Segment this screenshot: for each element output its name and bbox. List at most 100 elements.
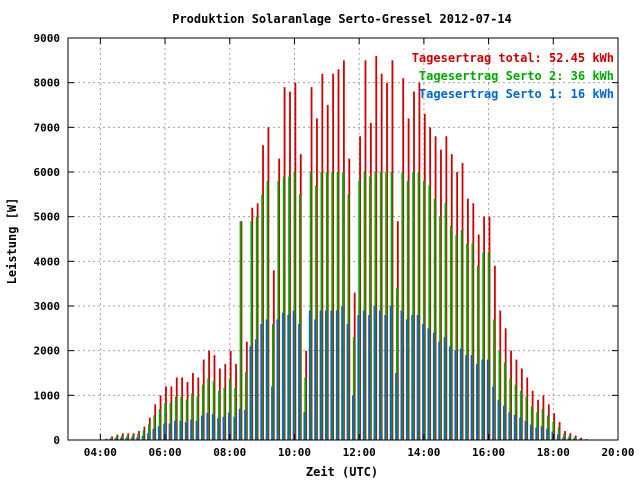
bar-serto-2 [579, 438, 582, 440]
bar-serto-1 [513, 414, 516, 440]
bar-serto-2 [288, 176, 290, 440]
x-tick-label: 18:00 [537, 446, 570, 459]
bar-serto-2 [379, 172, 382, 440]
bar-serto-2 [164, 402, 166, 440]
bar-serto-2 [158, 409, 161, 440]
y-tick-label: 3000 [34, 300, 61, 313]
bar-serto-1 [351, 395, 354, 440]
bar-serto-2 [428, 185, 431, 440]
bar-serto-1 [540, 426, 543, 440]
bar-serto-2 [325, 172, 328, 440]
bar-serto-1 [476, 364, 478, 440]
bar-serto-2 [541, 409, 544, 440]
bar-serto-1 [459, 348, 462, 440]
bar-serto-2 [147, 424, 150, 440]
bar-serto-1 [551, 431, 554, 440]
bar-serto-2 [390, 172, 393, 440]
x-tick-label: 08:00 [213, 446, 246, 459]
bar-serto-2 [320, 172, 323, 440]
bar-serto-2 [223, 387, 226, 440]
bar-serto-1 [233, 416, 236, 440]
bar-serto-1 [427, 328, 430, 440]
bar-serto-2 [476, 265, 479, 440]
bar-serto-1 [265, 319, 268, 440]
bar-serto-2 [196, 396, 199, 440]
bar-serto-2 [234, 387, 237, 440]
bar-total [537, 399, 539, 440]
bar-serto-1 [184, 422, 187, 440]
bar-serto-2 [466, 243, 468, 440]
x-tick-label: 14:00 [407, 446, 440, 459]
bar-serto-2 [406, 180, 409, 440]
bar-serto-1 [109, 438, 112, 440]
bar-serto-2 [239, 221, 242, 440]
bar-serto-1 [567, 437, 570, 440]
bar-serto-1 [432, 332, 435, 440]
bar-serto-2 [250, 221, 253, 440]
bar-serto-1 [238, 408, 241, 440]
bar-serto-2 [207, 378, 210, 440]
bar-serto-1 [308, 310, 311, 440]
bar-serto-1 [400, 310, 403, 440]
bar-total [413, 91, 415, 440]
bar-serto-1 [502, 405, 505, 440]
x-axis-label: Zeit (UTC) [306, 465, 378, 479]
bar-serto-2 [369, 176, 371, 440]
bar-total [547, 404, 550, 440]
bar-serto-1 [405, 319, 408, 440]
bar-serto-2 [514, 384, 517, 440]
bar-serto-2 [401, 172, 404, 440]
bar-serto-2 [417, 172, 420, 440]
bar-serto-1 [249, 346, 252, 440]
bar-serto-2 [471, 243, 474, 440]
bar-serto-1 [535, 427, 538, 440]
bar-serto-2 [331, 172, 334, 440]
bar-serto-1 [524, 420, 527, 440]
bar-serto-2 [552, 421, 555, 440]
bar-total [558, 422, 561, 440]
bar-serto-1 [470, 355, 473, 440]
bar-serto-1 [136, 437, 139, 440]
bar-total [467, 198, 469, 440]
bar-total [359, 136, 361, 440]
bar-serto-2 [358, 180, 361, 440]
bar-serto-2 [557, 427, 560, 440]
bar-serto-1 [287, 314, 290, 440]
bar-serto-1 [303, 412, 306, 440]
bar-serto-1 [206, 412, 209, 440]
x-tick-label: 16:00 [472, 446, 505, 459]
bar-serto-1 [292, 310, 295, 440]
legend-entry-serto-2: Tagesertrag Serto 2: 36 kWh [419, 69, 614, 83]
bar-serto-2 [174, 396, 177, 440]
bar-serto-1 [411, 314, 414, 440]
bar-serto-2 [482, 252, 485, 440]
bar-serto-1 [260, 323, 263, 440]
bar-serto-1 [314, 319, 317, 440]
bar-serto-2 [530, 406, 533, 440]
bar-serto-1 [384, 314, 387, 440]
bar-serto-2 [449, 225, 452, 440]
y-tick-label: 8000 [34, 77, 61, 90]
bar-serto-1 [378, 310, 381, 440]
bar-serto-2 [315, 185, 317, 440]
y-axis-label: Leistung [W] [5, 198, 19, 285]
y-tick-label: 7000 [34, 121, 61, 134]
bar-serto-1 [362, 310, 365, 440]
bar-serto-2 [180, 396, 183, 440]
bar-serto-2 [191, 393, 193, 440]
bar-serto-1 [114, 438, 117, 440]
bar-serto-2 [498, 350, 501, 440]
bar-serto-1 [195, 420, 198, 440]
bar-serto-1 [529, 424, 532, 440]
bar-serto-1 [157, 426, 160, 440]
bar-serto-1 [190, 419, 193, 440]
bar-serto-1 [519, 417, 521, 440]
bar-serto-2 [137, 433, 139, 440]
x-tick-label: 10:00 [278, 446, 311, 459]
bar-serto-1 [120, 437, 122, 440]
x-tick-label: 12:00 [343, 446, 376, 459]
bar-serto-2 [422, 180, 425, 440]
bar-serto-2 [547, 415, 549, 440]
bar-serto-1 [438, 341, 441, 440]
bar-serto-1 [211, 414, 214, 440]
